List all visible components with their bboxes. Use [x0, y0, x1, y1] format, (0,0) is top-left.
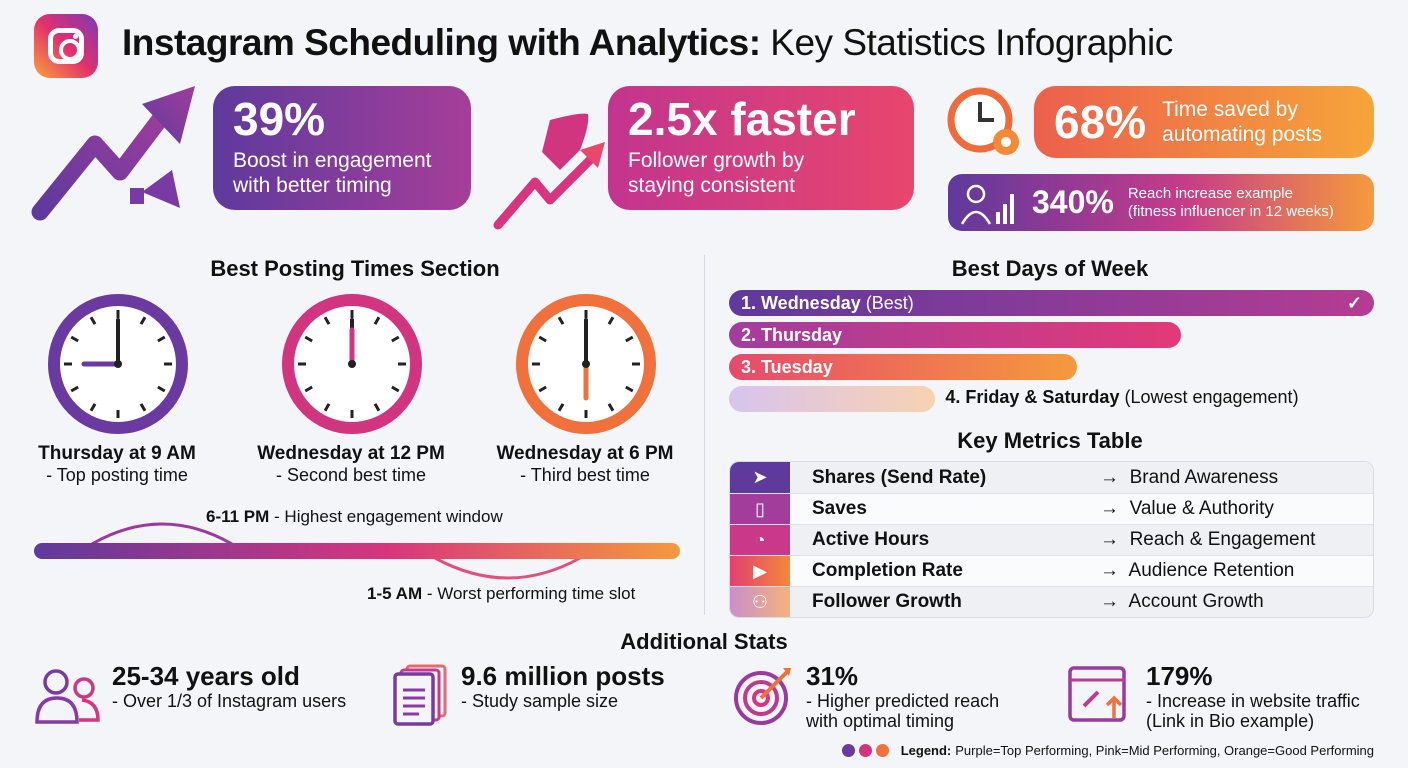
play-replay-icon: ▶ [730, 556, 790, 586]
timeline-bar [34, 543, 680, 559]
instagram-logo [34, 14, 98, 78]
check-icon: ✓ [1346, 293, 1362, 313]
stat-card-time-saved: 68% Time saved by automating posts [1034, 86, 1374, 158]
metrics-title: Key Metrics Table [957, 428, 1143, 453]
metrics-table: ➤ Shares (Send Rate) → Brand Awareness ▯ Sa… [729, 461, 1374, 618]
day-bar-tuesday: 3. Tuesday [729, 354, 1078, 380]
target-icon [734, 668, 791, 725]
legend-dot-orange [875, 744, 889, 757]
page-title: Instagram Scheduling with Analytics: Key… [122, 22, 1173, 63]
link-browser-icon [1068, 666, 1126, 722]
legend: Legend: Purple=Top Performing, Pink=Mid … [841, 743, 1374, 758]
legend-dot-purple [841, 744, 855, 757]
high-engagement-arc [91, 522, 233, 546]
low-engagement-arc [434, 556, 581, 580]
table-row: ▯ Saves → Value & Authority [730, 493, 1373, 524]
clock-icon [48, 294, 188, 434]
clock-gear-icon [947, 87, 1019, 155]
stat-posts: 9.6 million posts - Study sample size [461, 661, 665, 711]
users-icon [35, 669, 100, 724]
table-row: ◔ Active Hours → Reach & Engagement [730, 524, 1373, 555]
low-engagement-label: 1-5 AM - Worst performing time slot [367, 584, 636, 603]
additional-stats-title: Additional Stats [620, 629, 788, 654]
engagement-timeline [34, 522, 680, 580]
stat-age: 25-34 years old - Over 1/3 of Instagram u… [112, 661, 347, 711]
bookmark-icon: ▯ [730, 494, 790, 524]
send-icon: ➤ [730, 462, 790, 493]
best-days-title: Best Days of Week [951, 256, 1149, 281]
table-row: ▶ Completion Rate → Audience Retention [730, 555, 1373, 586]
growth-arrow-megaphone-icon [31, 86, 195, 221]
high-engagement-label: 6-11 PM - Highest engagement window [206, 507, 503, 526]
table-row: ⚇ Follower Growth → Account Growth [730, 586, 1373, 617]
add-user-icon: ⚇ [730, 587, 790, 617]
clock-label-2: Wednesday at 12 PM - Second best time [257, 443, 445, 485]
stat-card-reach: 340% Reach increase example (fitness infl… [948, 174, 1374, 231]
stat-reach: 31% - Higher predicted reach with optimal … [806, 661, 1000, 732]
posting-times-title: Best Posting Times Section [210, 256, 500, 281]
stat-card-engagement: 39% Boost in engagement with better timi… [213, 86, 471, 210]
clock-label-3: Wednesday at 6 PM - Third best time [496, 443, 674, 485]
table-row: ➤ Shares (Send Rate) → Brand Awareness [730, 462, 1373, 493]
stat-card-follower-growth: 2.5x faster Follower growth by staying c… [608, 86, 914, 210]
day-label-friday-saturday: 4. Friday & Saturday (Lowest engagement) [945, 387, 1299, 407]
day-bar-friday-saturday [729, 386, 936, 412]
clock-icon: ◔ [730, 525, 790, 555]
day-bar-wednesday: 1. Wednesday (Best) ✓ [729, 290, 1374, 316]
stat-traffic: 179% - Increase in website traffic (Link i… [1146, 661, 1360, 732]
rocket-arrow-icon [493, 113, 605, 230]
person-chart-icon [960, 184, 1014, 225]
clock-icon [282, 294, 422, 434]
divider [704, 255, 705, 615]
clock-label-1: Thursday at 9 AM - Top posting time [38, 443, 196, 485]
legend-dot-pink [858, 744, 872, 757]
clock-icon [516, 294, 656, 434]
day-bar-thursday: 2. Thursday [729, 322, 1181, 348]
documents-icon [393, 664, 447, 726]
